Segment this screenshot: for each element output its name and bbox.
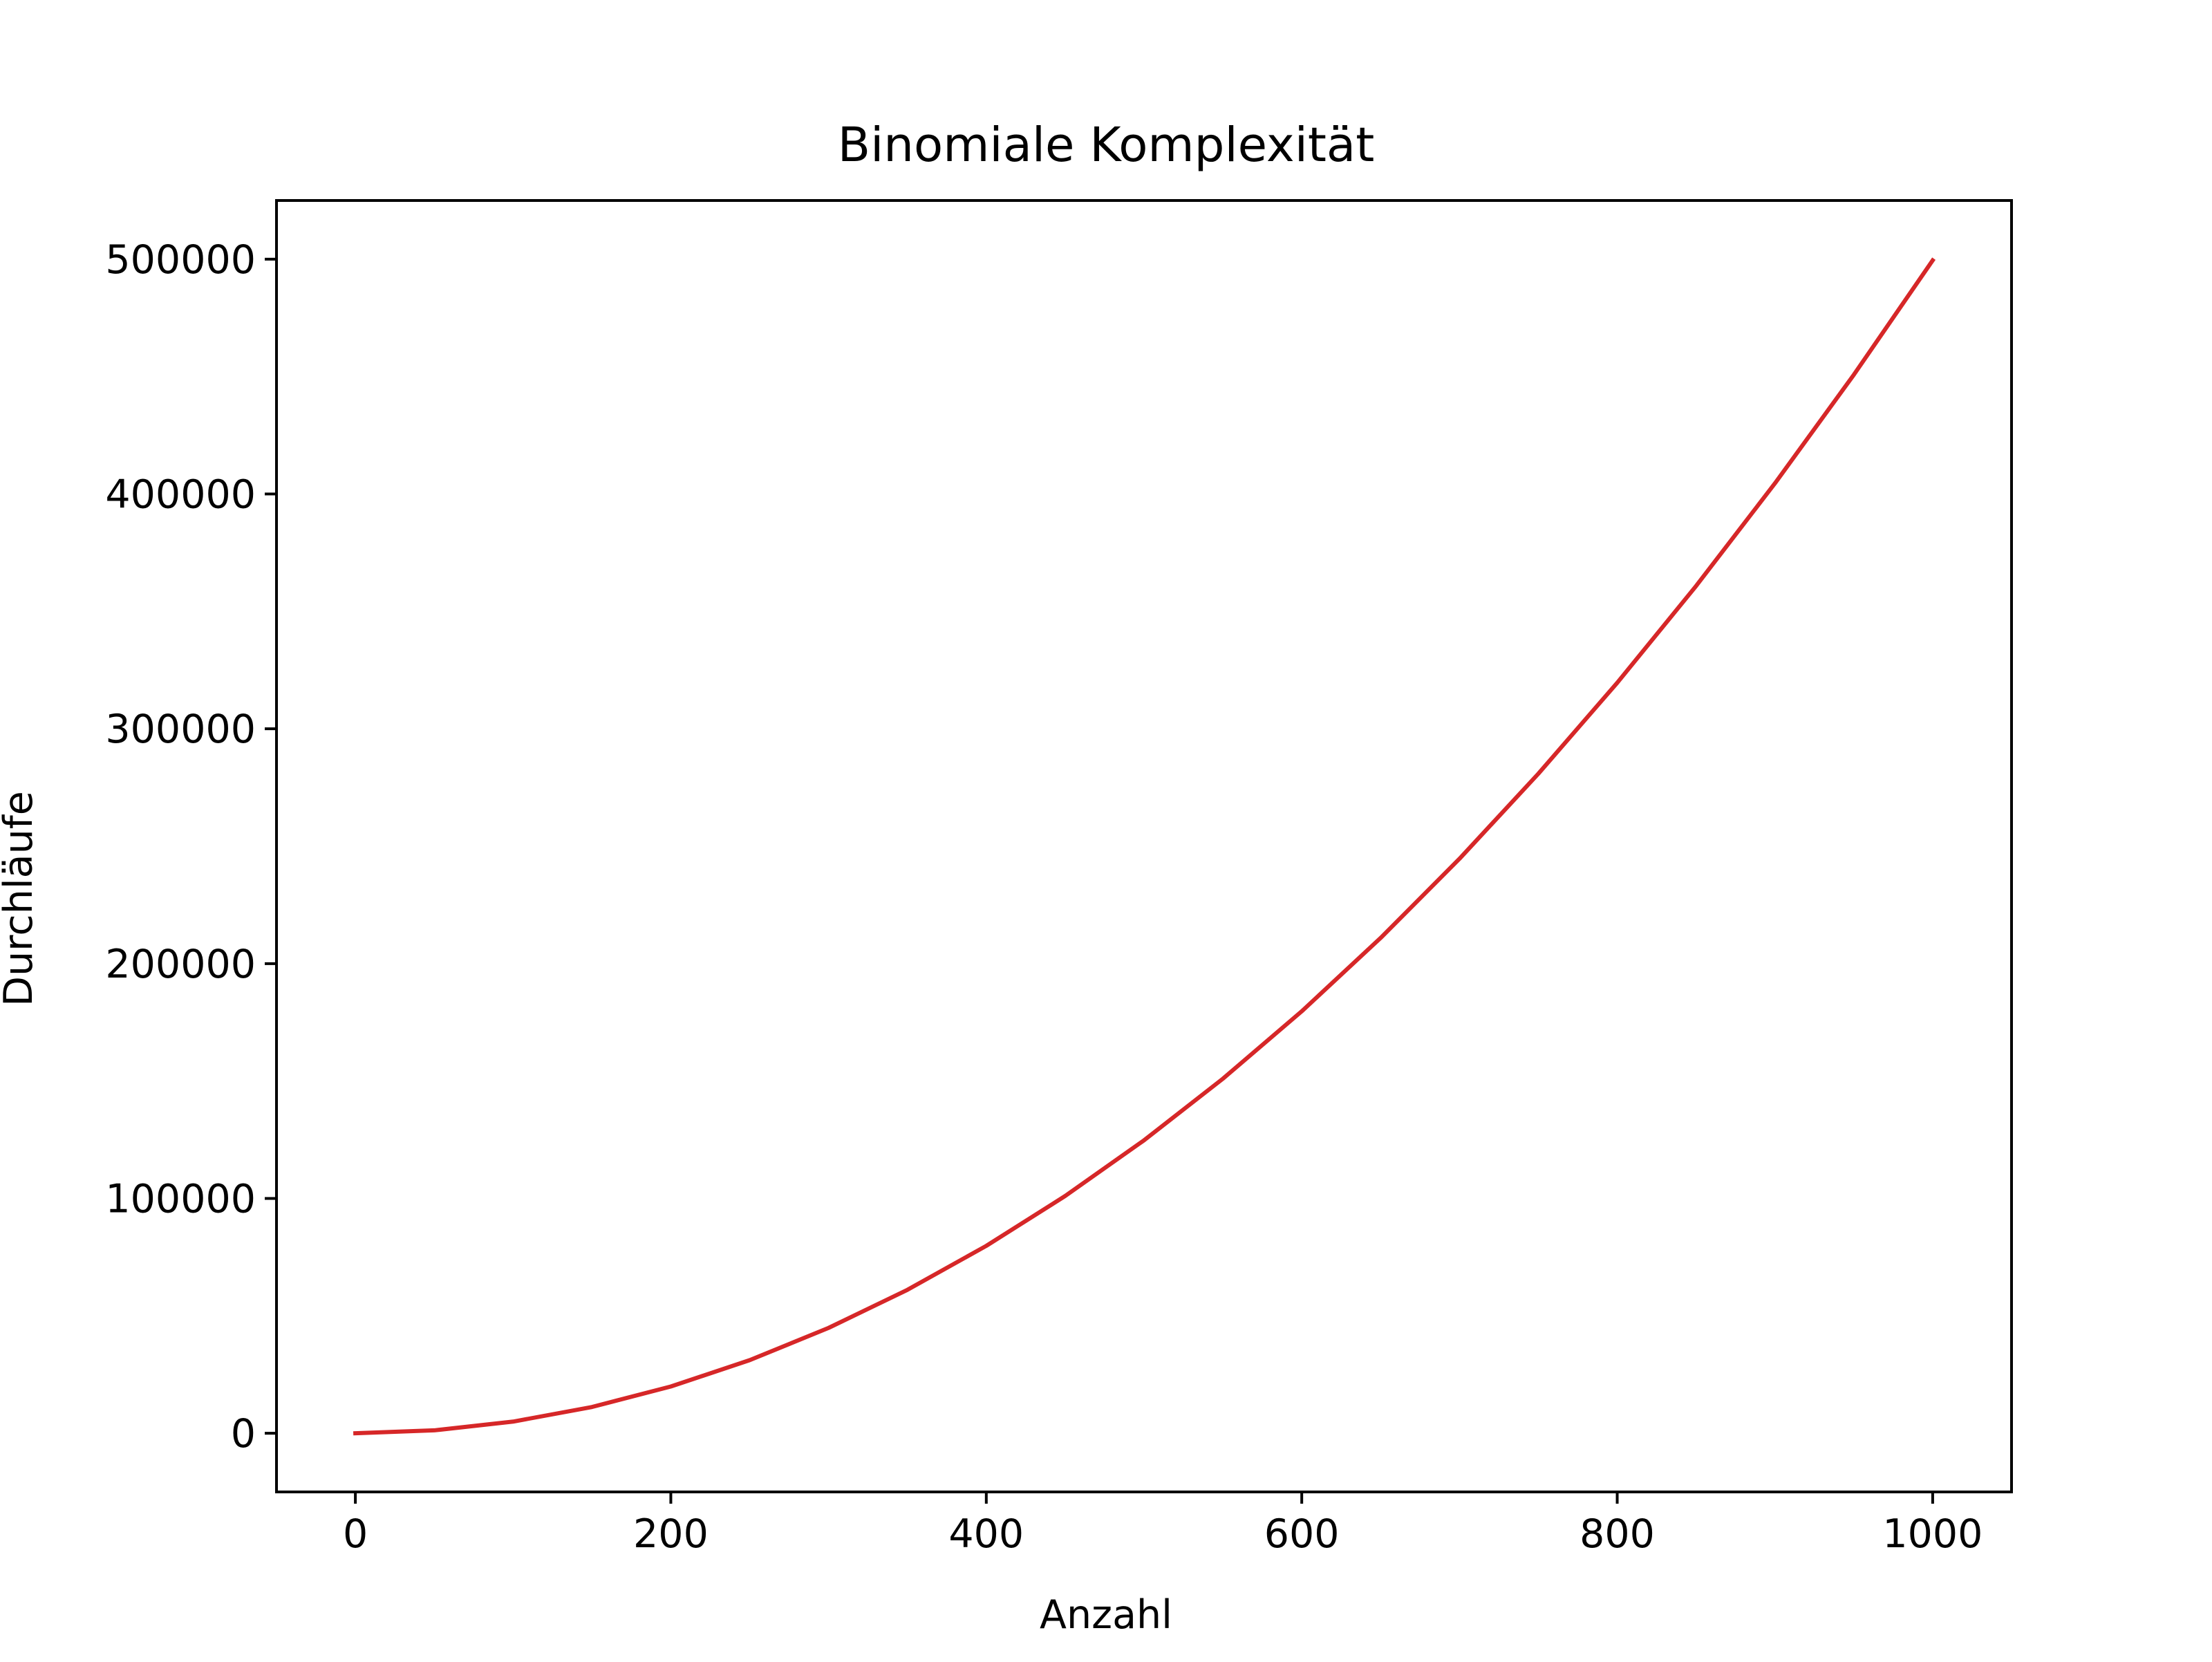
y-axis-label: Durchläufe bbox=[0, 791, 41, 1007]
x-tick-label: 800 bbox=[1580, 1511, 1655, 1557]
x-axis-label: Anzahl bbox=[1040, 1592, 1172, 1638]
x-tick-label: 1000 bbox=[1882, 1511, 1983, 1557]
y-tick-label: 100000 bbox=[105, 1176, 256, 1222]
y-tick-label: 200000 bbox=[105, 942, 256, 987]
y-tick-label: 500000 bbox=[105, 237, 256, 283]
chart-title: Binomiale Komplexität bbox=[838, 118, 1375, 173]
x-tick-label: 600 bbox=[1264, 1511, 1340, 1557]
series-line-0 bbox=[353, 257, 1936, 1436]
y-tick-label: 0 bbox=[231, 1411, 256, 1457]
plot-area: 0 200 400 600 800 1000 0 100000 200000 300000 4000… bbox=[105, 199, 2013, 1557]
x-tick-label: 400 bbox=[948, 1511, 1024, 1557]
x-tick-label: 200 bbox=[633, 1511, 709, 1557]
x-tick-label: 0 bbox=[343, 1511, 368, 1557]
y-tick-label: 400000 bbox=[105, 472, 256, 518]
axes-frame bbox=[275, 199, 2013, 1493]
y-tick-label: 300000 bbox=[105, 707, 256, 752]
